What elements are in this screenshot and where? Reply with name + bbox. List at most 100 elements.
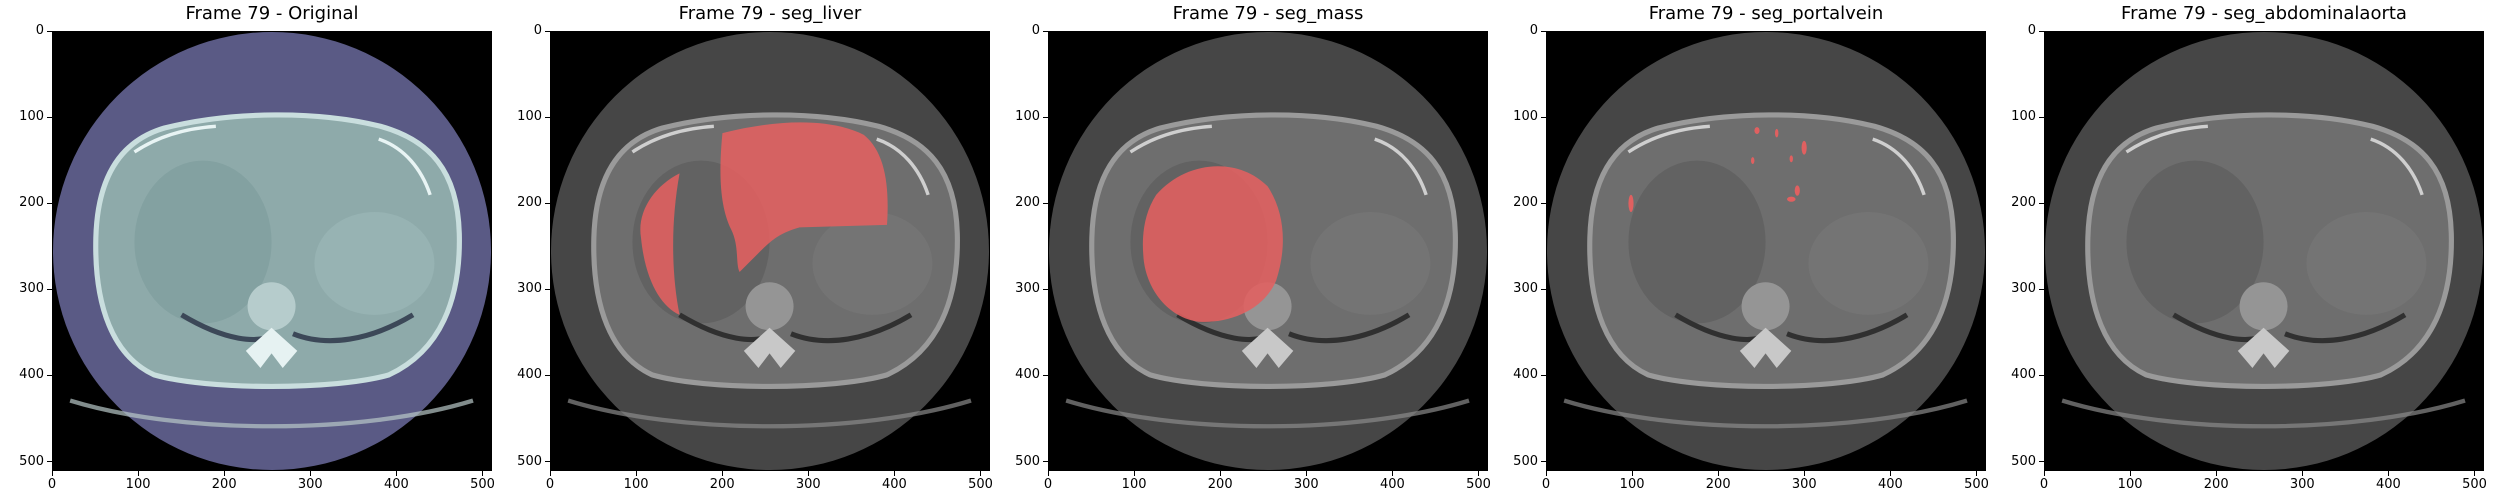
- x-tick-label: 300: [1293, 477, 1319, 492]
- x-tick-mark: [1545, 471, 1547, 476]
- y-tick-label: 100: [1513, 109, 1538, 125]
- x-tick-mark: [2129, 471, 2131, 476]
- x-tick-label: 0: [1043, 477, 1053, 492]
- y-tick-label: 100: [517, 109, 542, 125]
- y-tick-label: 500: [1513, 453, 1538, 469]
- y-tick-label: 400: [517, 367, 542, 383]
- liver-segmentation-overlay: [640, 122, 888, 315]
- ct-scan-image: [551, 32, 989, 470]
- y-tick-mark: [545, 461, 550, 463]
- x-tick-label: 300: [2289, 477, 2315, 492]
- y-tick-mark: [1541, 461, 1546, 463]
- y-tick-mark: [1043, 461, 1048, 463]
- y-tick-mark: [1043, 116, 1048, 118]
- x-tick-mark: [980, 471, 982, 476]
- x-tick-mark: [1047, 471, 1049, 476]
- y-tick-mark: [1043, 30, 1048, 32]
- y-tick-label: 400: [1015, 367, 1040, 383]
- x-tick-label: 100: [1619, 477, 1645, 492]
- ct-scan-image: [53, 32, 491, 470]
- y-tick-mark: [1043, 288, 1048, 290]
- y-tick-mark: [47, 288, 52, 290]
- x-tick-mark: [1391, 471, 1393, 476]
- y-tick-label: 400: [2011, 367, 2036, 383]
- y-tick-label: 200: [517, 195, 542, 211]
- y-tick-mark: [1043, 202, 1048, 204]
- image-panel: [1048, 31, 1488, 471]
- y-tick-label: 400: [1513, 367, 1538, 383]
- panel-title: Frame 79 - seg_liver: [678, 3, 862, 24]
- x-tick-mark: [1631, 471, 1633, 476]
- x-tick-mark: [2301, 471, 2303, 476]
- y-tick-label: 200: [2011, 195, 2036, 211]
- y-tick-mark: [2039, 116, 2044, 118]
- x-tick-label: 200: [1207, 477, 1233, 492]
- y-tick-mark: [1541, 374, 1546, 376]
- x-tick-mark: [51, 471, 53, 476]
- y-tick-mark: [1541, 30, 1546, 32]
- y-tick-label: 200: [1015, 195, 1040, 211]
- y-tick-mark: [545, 288, 550, 290]
- panel-title: Frame 79 - seg_portalvein: [1648, 3, 1884, 24]
- y-tick-mark: [545, 374, 550, 376]
- x-tick-mark: [1478, 471, 1480, 476]
- image-panel: [2044, 31, 2484, 471]
- x-tick-mark: [1305, 471, 1307, 476]
- x-tick-label: 100: [623, 477, 649, 492]
- y-tick-label: 200: [19, 195, 44, 211]
- x-tick-mark: [309, 471, 311, 476]
- x-tick-label: 0: [1541, 477, 1551, 492]
- x-tick-label: 500: [2462, 477, 2487, 492]
- x-tick-mark: [807, 471, 809, 476]
- y-tick-label: 100: [19, 109, 44, 125]
- y-tick-mark: [545, 116, 550, 118]
- y-tick-label: 0: [2027, 23, 2036, 38]
- x-tick-label: 200: [211, 477, 237, 492]
- x-tick-label: 200: [1705, 477, 1731, 492]
- ct-scan-image: [2045, 32, 2483, 470]
- y-tick-label: 400: [19, 367, 44, 383]
- x-tick-label: 200: [709, 477, 735, 492]
- y-tick-mark: [1541, 288, 1546, 290]
- x-tick-label: 500: [470, 477, 495, 492]
- x-tick-mark: [395, 471, 397, 476]
- y-tick-label: 0: [533, 23, 542, 38]
- x-tick-label: 500: [1466, 477, 1491, 492]
- y-tick-label: 500: [19, 453, 44, 469]
- x-tick-label: 400: [1878, 477, 1903, 492]
- x-tick-mark: [549, 471, 551, 476]
- x-tick-mark: [2215, 471, 2217, 476]
- x-tick-label: 400: [882, 477, 907, 492]
- x-tick-mark: [482, 471, 484, 476]
- y-tick-mark: [47, 30, 52, 32]
- image-panel: [550, 31, 990, 471]
- mass-segmentation-overlay: [1142, 166, 1283, 322]
- y-tick-label: 200: [1513, 195, 1538, 211]
- y-tick-label: 500: [1015, 453, 1040, 469]
- y-tick-mark: [545, 30, 550, 32]
- x-tick-mark: [721, 471, 723, 476]
- x-tick-label: 100: [125, 477, 151, 492]
- x-tick-label: 100: [2117, 477, 2143, 492]
- x-tick-label: 300: [297, 477, 323, 492]
- y-tick-label: 100: [1015, 109, 1040, 125]
- x-tick-label: 300: [1791, 477, 1817, 492]
- y-tick-mark: [1541, 116, 1546, 118]
- y-tick-mark: [47, 461, 52, 463]
- x-tick-mark: [1803, 471, 1805, 476]
- y-tick-mark: [545, 202, 550, 204]
- x-tick-label: 200: [2203, 477, 2229, 492]
- y-tick-mark: [1541, 202, 1546, 204]
- x-tick-mark: [137, 471, 139, 476]
- y-tick-label: 0: [1031, 23, 1040, 38]
- ct-scan-image: [1049, 32, 1487, 470]
- panel-title: Frame 79 - seg_mass: [1172, 3, 1364, 24]
- y-tick-mark: [1043, 374, 1048, 376]
- x-tick-label: 0: [2039, 477, 2049, 492]
- x-tick-mark: [635, 471, 637, 476]
- y-tick-mark: [2039, 374, 2044, 376]
- x-tick-label: 400: [1380, 477, 1405, 492]
- x-tick-mark: [1889, 471, 1891, 476]
- y-tick-label: 300: [1513, 281, 1538, 297]
